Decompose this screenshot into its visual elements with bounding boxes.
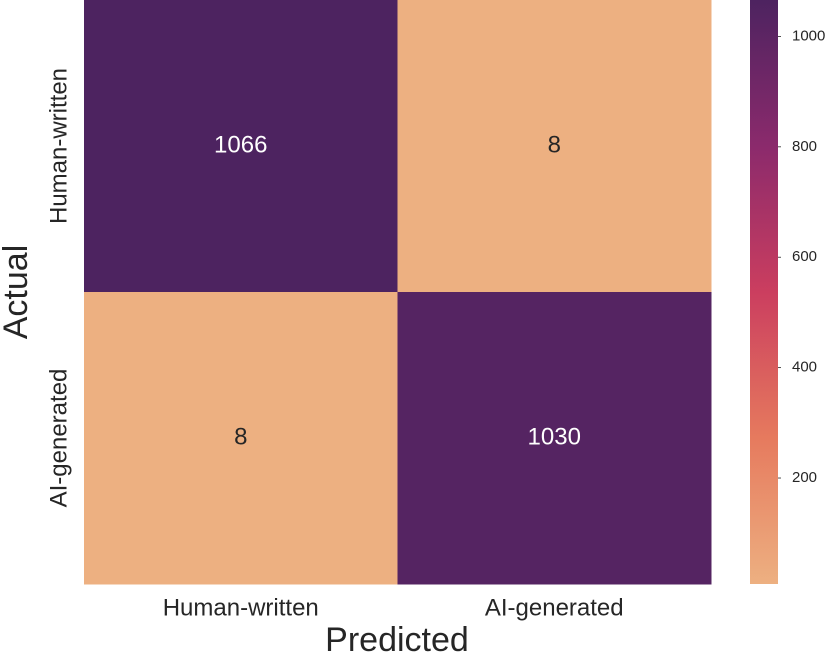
colorbar-tick-label: 200 xyxy=(792,469,817,486)
cell-label: 1066 xyxy=(214,131,267,158)
cell-label: 8 xyxy=(234,423,247,450)
colorbar xyxy=(750,0,778,584)
heatmap-cell xyxy=(397,292,712,585)
cell-label: 8 xyxy=(548,131,561,158)
heatmap-cell xyxy=(84,292,398,585)
colorbar-tick-label: 400 xyxy=(792,359,817,376)
y-tick-label: Human-written xyxy=(45,68,72,224)
heatmap-cell xyxy=(84,0,398,293)
cell-label: 1030 xyxy=(528,423,581,450)
x-tick-label: AI-generated xyxy=(485,594,624,621)
y-axis-label: Actual xyxy=(0,245,35,340)
colorbar-tick-label: 800 xyxy=(792,138,817,155)
x-axis-label: Predicted xyxy=(325,621,469,656)
colorbar-tick-label: 600 xyxy=(792,248,817,265)
x-tick-label: Human-written xyxy=(163,594,319,621)
heatmap-cell xyxy=(397,0,712,293)
colorbar-tick-label: 1000 xyxy=(792,27,825,44)
y-tick-label: AI-generated xyxy=(45,369,72,508)
